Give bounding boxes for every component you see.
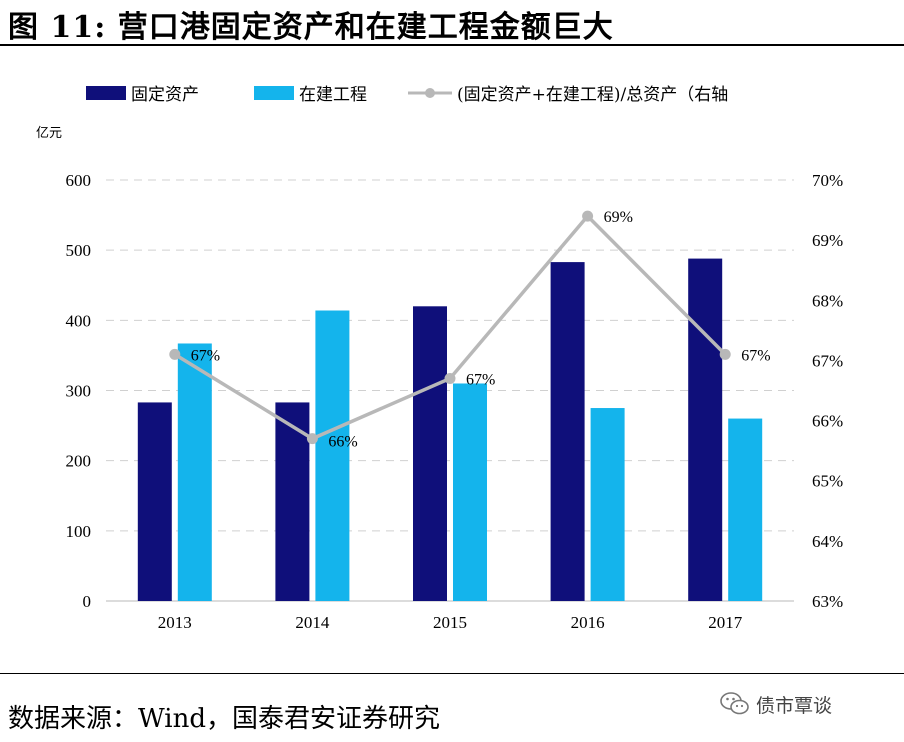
source-note: 数据来源：Wind，国泰君安证券研究 — [8, 704, 440, 734]
x-tick-label: 2013 — [158, 613, 192, 632]
watermark-text: 债市覃谈 — [756, 694, 833, 717]
ratio-data-label: 67% — [466, 371, 495, 388]
ratio-marker — [582, 210, 594, 222]
left-tick-label: 600 — [66, 171, 92, 190]
left-axis-unit: 亿元 — [36, 126, 62, 141]
figure-title: 图 11: 营口港固定资产和在建工程金额巨大 — [8, 10, 614, 45]
legend-label-construction: 在建工程 — [299, 85, 367, 105]
legend-label-ratio: (固定资产+在建工程)/总资产（右轴 — [457, 85, 728, 105]
ratio-data-label: 66% — [328, 434, 357, 451]
right-tick-label: 67% — [812, 351, 843, 370]
legend-swatch-ratio-marker — [425, 88, 435, 98]
bar-construction — [453, 383, 487, 601]
x-tick-label: 2017 — [708, 613, 743, 632]
right-tick-label: 65% — [812, 472, 843, 491]
chart: 固定资产 在建工程 (固定资产+在建工程)/总资产（右轴 亿元 0 100 200 3… — [36, 85, 843, 632]
x-tick-label: 2015 — [433, 613, 467, 632]
legend-label-fixed-assets: 固定资产 — [131, 85, 199, 105]
ratio-data-label: 67% — [191, 347, 220, 364]
bar-fixed-assets — [550, 262, 585, 601]
ratio-data-label: 67% — [741, 347, 770, 364]
right-tick-label: 70% — [812, 171, 843, 190]
legend-swatch-fixed-assets — [86, 86, 126, 100]
x-axis-ticks: 2013 2014 2015 2016 2017 — [158, 613, 743, 632]
ratio-data-label: 69% — [604, 209, 633, 226]
ratio-marker — [169, 348, 181, 360]
right-tick-label: 64% — [812, 532, 843, 551]
bar-fixed-assets — [137, 402, 172, 601]
ratio-marker — [444, 372, 456, 384]
ratio-marker — [719, 348, 731, 360]
right-axis-ticks: 63% 64% 65% 66% 67% 68% 69% 70% — [812, 171, 843, 611]
right-tick-label: 66% — [812, 412, 843, 431]
ratio-marker — [306, 433, 318, 445]
bar-fixed-assets — [413, 306, 447, 601]
ratio-line-layer: 67% 66% 67% 69% 67% — [169, 209, 771, 451]
left-tick-label: 200 — [66, 452, 92, 471]
left-tick-label: 500 — [66, 241, 92, 260]
x-tick-label: 2014 — [295, 613, 330, 632]
right-tick-label: 68% — [812, 291, 843, 310]
title-divider — [0, 44, 904, 46]
bar-construction — [315, 310, 350, 601]
bar-construction — [590, 408, 625, 601]
left-tick-label: 100 — [66, 522, 92, 541]
right-tick-label: 69% — [812, 231, 843, 250]
bar-fixed-assets — [275, 402, 310, 601]
gridlines — [106, 179, 794, 602]
right-tick-label: 63% — [812, 592, 843, 611]
source-divider — [0, 673, 904, 674]
left-axis-ticks: 0 100 200 300 400 500 600 — [66, 171, 92, 611]
legend: 固定资产 在建工程 (固定资产+在建工程)/总资产（右轴 — [86, 85, 728, 105]
legend-swatch-construction — [254, 86, 294, 100]
bar-construction — [728, 418, 763, 601]
bars — [137, 258, 763, 601]
left-tick-label: 0 — [83, 592, 92, 611]
ratio-line — [173, 213, 727, 441]
bar-construction — [177, 343, 212, 601]
left-tick-label: 400 — [66, 311, 92, 330]
left-tick-label: 300 — [66, 382, 92, 401]
watermark: 债市覃谈 — [720, 686, 904, 722]
x-tick-label: 2016 — [571, 613, 605, 632]
wechat-icon — [720, 692, 749, 715]
bar-fixed-assets — [688, 258, 723, 601]
